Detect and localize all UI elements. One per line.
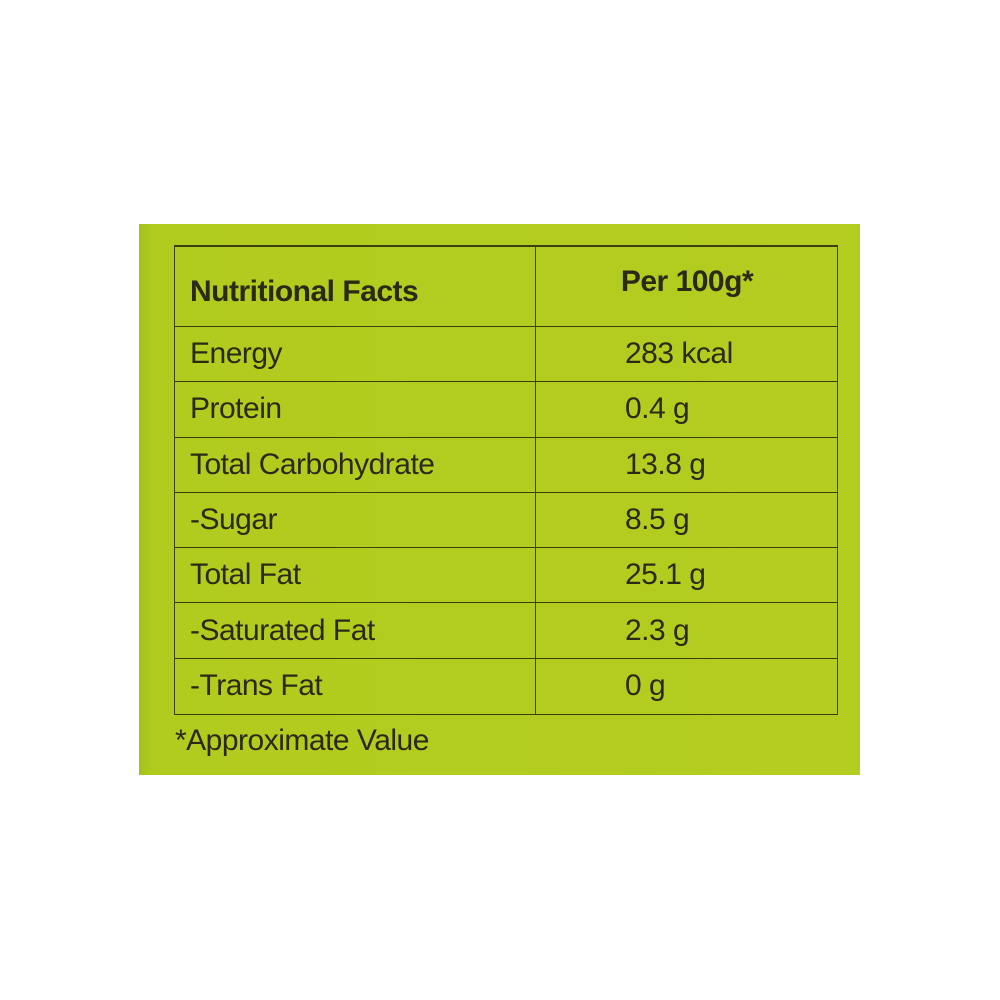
table-row: Total Fat 25.1 g	[175, 547, 837, 602]
nutrient-amount: 2.3 g	[625, 613, 690, 647]
nutrient-amount: 283 kcal	[625, 337, 733, 371]
nutrient-amount: 8.5 g	[625, 502, 690, 536]
nutrient-amount: Per 100g*	[620, 264, 754, 298]
table-row: -Saturated Fat 2.3 g	[175, 602, 837, 657]
nutrient-amount: 0.4 g	[625, 392, 690, 426]
table-row: Total Carbohydrate 13.8 g	[175, 436, 837, 492]
header-row: Nutritional Facts Per 100g*	[175, 246, 837, 326]
nutrient-amount: 25.1 g	[625, 558, 706, 592]
nutrient-label: -Saturated Fat	[190, 613, 375, 647]
nutrient-label: Energy	[190, 337, 283, 371]
nutrition-panel: Nutritional Facts Per 100g* Energy 283 kcal…	[139, 224, 860, 775]
table-row: -Trans Fat 0 g	[175, 657, 837, 713]
column-divider	[535, 246, 536, 714]
nutrition-table: Nutritional Facts Per 100g* Energy 283 kcal…	[174, 245, 838, 715]
table-row: -Sugar 8.5 g	[175, 491, 837, 547]
nutrient-label: Protein	[190, 392, 282, 426]
table-row: Protein 0.4 g	[175, 381, 837, 436]
nutrient-label: -Trans Fat	[190, 668, 323, 702]
footnote: *Approximate Value	[175, 724, 429, 757]
nutrient-label: Nutritional Facts	[190, 274, 419, 308]
nutrient-amount: 0 g	[625, 668, 666, 702]
nutrient-label: Total Carbohydrate	[190, 447, 435, 481]
nutrient-label: -Sugar	[190, 502, 278, 536]
nutrient-label: Total Fat	[190, 558, 301, 592]
table-row: Energy 283 kcal	[175, 326, 837, 381]
nutrient-amount: 13.8 g	[625, 447, 706, 481]
